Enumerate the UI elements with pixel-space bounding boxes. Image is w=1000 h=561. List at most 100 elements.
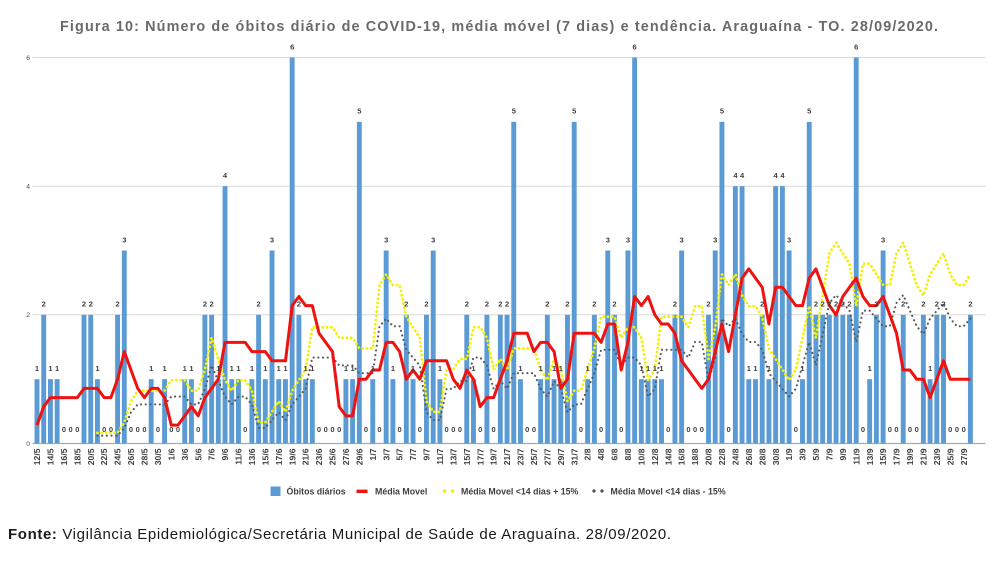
svg-text:1/6: 1/6: [166, 448, 176, 460]
svg-text:1: 1: [230, 364, 234, 373]
svg-text:0: 0: [377, 425, 381, 434]
svg-text:14/8: 14/8: [663, 448, 673, 465]
svg-text:3/9: 3/9: [798, 448, 808, 460]
svg-text:1/9: 1/9: [784, 448, 794, 460]
svg-text:2: 2: [89, 300, 93, 309]
svg-text:7/6: 7/6: [207, 448, 217, 460]
svg-text:11/7: 11/7: [435, 448, 445, 464]
svg-text:1: 1: [304, 364, 308, 373]
svg-text:2: 2: [706, 300, 710, 309]
svg-text:2: 2: [760, 300, 764, 309]
svg-text:15/9: 15/9: [878, 448, 888, 465]
svg-text:2: 2: [203, 300, 207, 309]
svg-text:1: 1: [55, 364, 59, 373]
svg-text:25/9: 25/9: [945, 448, 955, 465]
svg-text:2: 2: [82, 300, 86, 309]
svg-text:5: 5: [357, 107, 361, 116]
svg-text:12/5: 12/5: [32, 448, 42, 465]
svg-text:19/6: 19/6: [287, 448, 297, 465]
svg-text:22/8: 22/8: [717, 448, 727, 465]
svg-text:0: 0: [330, 425, 334, 434]
svg-text:Óbitos diários: Óbitos diários: [287, 485, 346, 496]
svg-text:15/6: 15/6: [260, 448, 270, 465]
svg-text:2: 2: [592, 300, 596, 309]
svg-text:21/6: 21/6: [301, 448, 311, 465]
svg-text:19/7: 19/7: [489, 448, 499, 465]
svg-text:1: 1: [868, 364, 872, 373]
svg-text:4/8: 4/8: [596, 448, 606, 460]
svg-text:1: 1: [411, 364, 415, 373]
svg-text:4: 4: [774, 171, 779, 180]
svg-text:0: 0: [62, 425, 66, 434]
svg-text:0: 0: [693, 425, 697, 434]
svg-text:0: 0: [888, 425, 892, 434]
svg-text:4: 4: [223, 171, 228, 180]
svg-text:1: 1: [149, 364, 153, 373]
svg-text:2: 2: [834, 300, 838, 309]
svg-text:17/9: 17/9: [892, 448, 902, 465]
svg-text:2: 2: [424, 300, 428, 309]
svg-text:2: 2: [42, 300, 46, 309]
svg-text:Fonte: Vigilância Epidemiológi: Fonte: Vigilância Epidemiológica/Secretá…: [8, 526, 671, 543]
svg-text:2: 2: [565, 300, 569, 309]
svg-text:1: 1: [438, 364, 442, 373]
svg-text:1: 1: [250, 364, 254, 373]
svg-text:1/7: 1/7: [368, 448, 378, 460]
svg-text:6: 6: [633, 42, 637, 51]
svg-text:3/6: 3/6: [180, 448, 190, 460]
svg-text:2: 2: [847, 300, 851, 309]
svg-text:7/9: 7/9: [825, 448, 835, 460]
svg-text:2: 2: [673, 300, 677, 309]
svg-text:0: 0: [129, 425, 133, 434]
svg-text:22/5: 22/5: [99, 448, 109, 465]
svg-text:1: 1: [646, 364, 650, 373]
svg-text:1: 1: [928, 364, 932, 373]
svg-text:0: 0: [532, 425, 536, 434]
svg-text:26/8: 26/8: [744, 448, 754, 465]
svg-text:21/9: 21/9: [919, 448, 929, 465]
svg-text:1: 1: [344, 364, 348, 373]
svg-text:3: 3: [713, 235, 717, 244]
svg-text:6: 6: [854, 42, 858, 51]
svg-text:20/8: 20/8: [704, 448, 714, 465]
svg-text:2: 2: [841, 300, 845, 309]
svg-text:1: 1: [552, 364, 556, 373]
svg-text:2: 2: [827, 300, 831, 309]
svg-text:1: 1: [183, 364, 187, 373]
svg-text:6/8: 6/8: [610, 448, 620, 460]
svg-text:0: 0: [243, 425, 247, 434]
svg-text:10/8: 10/8: [637, 448, 647, 465]
svg-text:0: 0: [525, 425, 529, 434]
svg-text:1: 1: [277, 364, 281, 373]
svg-text:3: 3: [626, 235, 630, 244]
svg-text:1: 1: [371, 364, 375, 373]
svg-text:30/8: 30/8: [771, 448, 781, 465]
svg-text:1: 1: [391, 364, 395, 373]
svg-text:0: 0: [398, 425, 402, 434]
svg-text:6: 6: [26, 55, 30, 62]
svg-text:1: 1: [35, 364, 39, 373]
svg-text:27/7: 27/7: [542, 448, 552, 465]
svg-text:Média Movel <14 dias - 15%: Média Movel <14 dias - 15%: [611, 486, 726, 496]
svg-text:0: 0: [599, 425, 603, 434]
svg-text:0: 0: [102, 425, 106, 434]
svg-text:1: 1: [753, 364, 757, 373]
svg-text:29/7: 29/7: [556, 448, 566, 465]
svg-text:2: 2: [498, 300, 502, 309]
svg-text:28/5: 28/5: [140, 448, 150, 465]
svg-text:2: 2: [814, 300, 818, 309]
svg-text:1: 1: [310, 364, 314, 373]
svg-text:4: 4: [26, 184, 30, 191]
svg-text:20/5: 20/5: [86, 448, 96, 465]
svg-text:1: 1: [653, 364, 657, 373]
svg-text:5/7: 5/7: [395, 448, 405, 460]
svg-text:0: 0: [908, 425, 912, 434]
svg-text:0: 0: [337, 425, 341, 434]
svg-text:0: 0: [26, 441, 30, 448]
svg-text:0: 0: [317, 425, 321, 434]
svg-text:23/9: 23/9: [932, 448, 942, 465]
svg-text:14/5: 14/5: [46, 448, 56, 465]
svg-text:0: 0: [686, 425, 690, 434]
svg-text:24/8: 24/8: [731, 448, 741, 465]
svg-text:1: 1: [559, 364, 563, 373]
